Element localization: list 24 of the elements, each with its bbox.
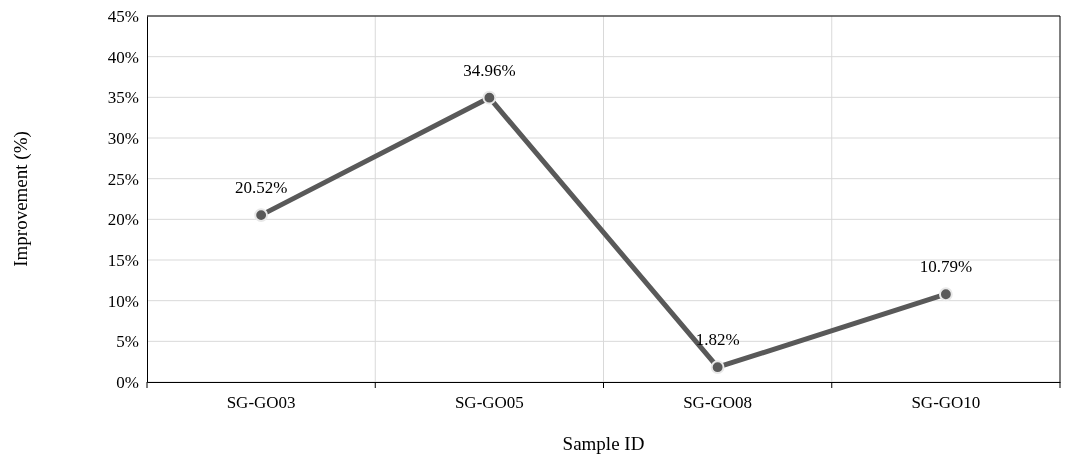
data-label: 10.79% — [919, 257, 973, 277]
y-tick-label: 5% — [116, 332, 139, 352]
x-tick-label: SG-GO08 — [683, 393, 753, 413]
point — [938, 287, 953, 302]
y-tick-label: 25% — [107, 169, 139, 189]
y-tick-label: 30% — [107, 128, 139, 148]
x-axis-title: Sample ID — [562, 433, 645, 454]
y-tick-label: 10% — [107, 291, 139, 311]
y-tick-label: 20% — [107, 210, 139, 230]
y-tick-label: 45% — [107, 6, 139, 26]
y-axis-title: Improvement (%) — [10, 131, 32, 267]
point — [254, 208, 269, 223]
y-tick-label: 15% — [107, 250, 139, 270]
point — [710, 360, 725, 375]
x-tick-label: SG-GO03 — [226, 393, 296, 413]
data-label: 1.82% — [695, 330, 740, 350]
y-tick-label: 40% — [107, 47, 139, 67]
x-tick-label: SG-GO10 — [911, 393, 981, 413]
x-tick-label: SG-GO05 — [454, 393, 524, 413]
y-tick-label: 0% — [116, 372, 139, 392]
data-label: 34.96% — [463, 60, 516, 80]
data-label: 20.52% — [234, 178, 288, 198]
point — [482, 90, 497, 105]
y-tick-label: 35% — [107, 88, 139, 108]
